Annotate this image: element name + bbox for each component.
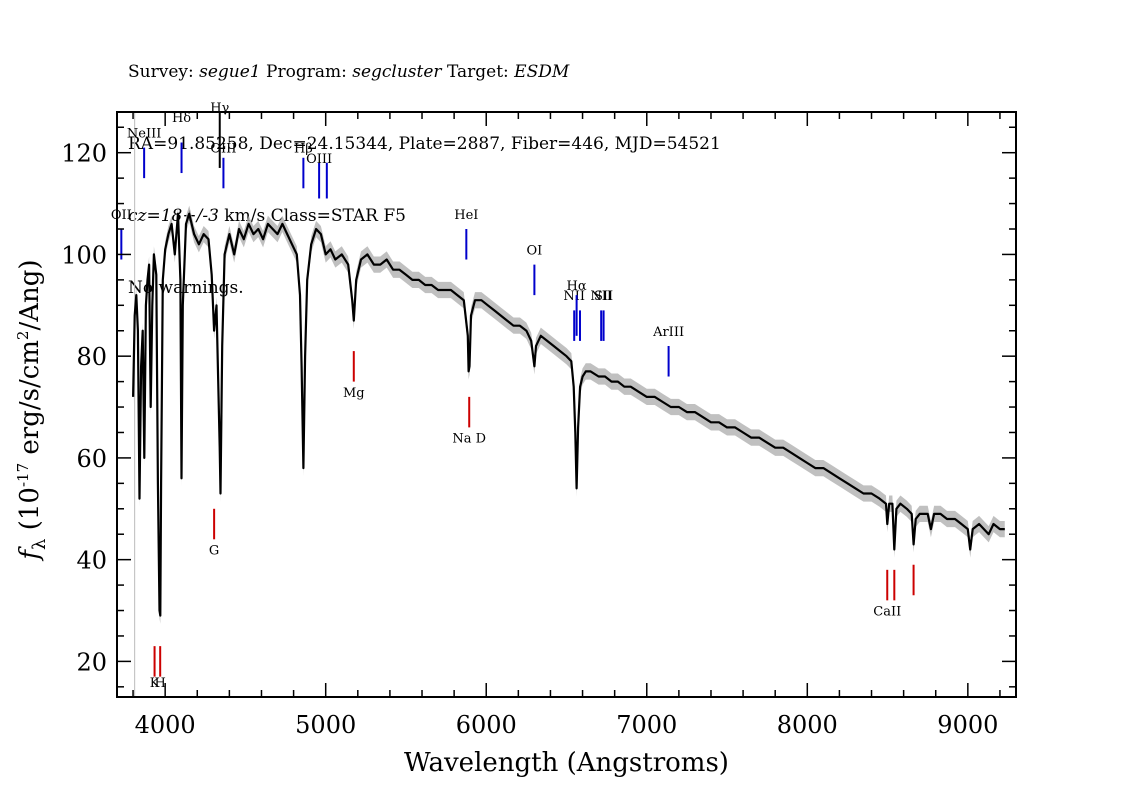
survey-value: segue1 <box>199 62 261 82</box>
spectrum-line <box>132 212 1005 617</box>
spectrum-header: Survey: segue1 Program: segcluster Targe… <box>128 12 721 324</box>
survey-label: Survey: <box>128 62 200 82</box>
class-value: km/s Class=STAR F5 <box>218 206 406 226</box>
emission-line-label: Hα <box>567 279 587 294</box>
x-tick-label: 8000 <box>777 711 838 739</box>
absorption-line-label: Na D <box>452 432 486 447</box>
emission-line-label: NeIII <box>127 126 161 141</box>
emission-line-label: NII <box>563 289 585 304</box>
target-label: Target: <box>441 62 515 82</box>
emission-line-label: Hδ <box>172 111 191 126</box>
emission-line-label: Hγ <box>210 101 229 116</box>
target-value: ESDM <box>514 62 570 82</box>
y-tick-label: 100 <box>61 241 107 269</box>
emission-line-label: SII <box>594 289 613 304</box>
x-tick-label: 7000 <box>616 711 677 739</box>
absorption-line-label: G <box>209 544 219 559</box>
emission-line-label: OII <box>111 208 132 223</box>
y-tick-label: 60 <box>76 445 107 473</box>
emission-line-label: ArIII <box>652 325 684 340</box>
header-line-1: Survey: segue1 Program: segcluster Targe… <box>128 60 721 84</box>
absorption-line-label: Mg <box>343 386 365 401</box>
header-line-3: cz=18+/-3 km/s Class=STAR F5 <box>128 204 721 228</box>
absorption-line-label: CaII <box>873 605 901 620</box>
x-tick-label: 6000 <box>456 711 517 739</box>
program-value: segcluster <box>352 62 442 82</box>
emission-line-label: NII <box>590 289 612 304</box>
x-tick-label: 4000 <box>135 711 196 739</box>
emission-line-label: Hβ <box>294 142 313 157</box>
emission-line-label: OIII <box>306 152 332 167</box>
emission-line-label: OIII <box>210 142 236 157</box>
y-tick-label: 40 <box>76 547 107 575</box>
x-axis-title: Wavelength (Angstroms) <box>404 748 729 778</box>
y-tick-label: 80 <box>76 343 107 371</box>
y-axis-title: fλ (10-17 erg/s/cm2/Ang) <box>14 259 50 561</box>
x-tick-label: 9000 <box>937 711 998 739</box>
x-tick-label: 5000 <box>295 711 356 739</box>
absorption-line-label: K <box>150 676 160 691</box>
emission-line-label: OI <box>526 243 542 258</box>
plot-frame <box>116 111 1017 698</box>
absorption-line-label: H <box>155 676 166 691</box>
error-band <box>133 205 1005 624</box>
y-tick-label: 120 <box>61 140 107 168</box>
emission-line-label: HeI <box>454 208 478 223</box>
redshift-value: cz=18+/-3 <box>128 206 219 226</box>
program-label: Program: <box>260 62 353 82</box>
header-line-2: RA=91.85258, Dec=24.15344, Plate=2887, F… <box>128 134 721 154</box>
y-tick-label: 20 <box>76 648 107 676</box>
